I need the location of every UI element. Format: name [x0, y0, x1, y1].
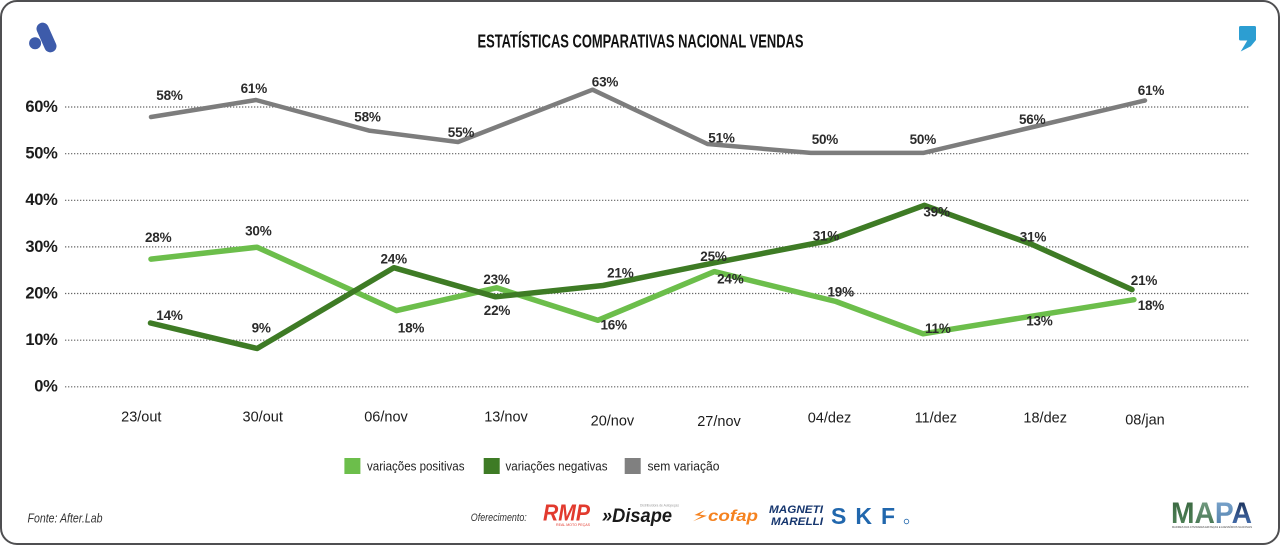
svg-text:MAGNETI: MAGNETI — [769, 504, 824, 516]
svg-text:40%: 40% — [25, 191, 58, 209]
svg-text:58%: 58% — [156, 88, 183, 103]
svg-text:56%: 56% — [1019, 112, 1046, 127]
svg-text:31%: 31% — [813, 229, 840, 244]
svg-text:20/nov: 20/nov — [591, 414, 635, 430]
svg-text:24%: 24% — [380, 251, 407, 266]
svg-text:11/dez: 11/dez — [915, 411, 957, 427]
svg-text:REAL MOTO PEÇAS: REAL MOTO PEÇAS — [556, 522, 590, 527]
svg-text:Distribuidora de Autopeças: Distribuidora de Autopeças — [640, 504, 679, 508]
svg-text:10%: 10% — [25, 331, 58, 349]
svg-text:23/out: 23/out — [121, 410, 161, 426]
svg-text:RMP: RMP — [543, 500, 591, 526]
svg-text:24%: 24% — [717, 271, 744, 286]
svg-text:50%: 50% — [812, 132, 839, 147]
svg-text:ESTATÍSTICAS COMPARATIVAS NACI: ESTATÍSTICAS COMPARATIVAS NACIONAL VENDA… — [478, 31, 804, 52]
svg-text:»Disape: »Disape — [602, 506, 672, 527]
svg-text:13/nov: 13/nov — [484, 410, 528, 426]
svg-text:cofap: cofap — [708, 508, 758, 525]
svg-text:MARELLI: MARELLI — [771, 516, 824, 528]
svg-text:27/nov: 27/nov — [697, 414, 741, 430]
svg-text:SKF: SKF — [831, 503, 901, 529]
svg-text:Fonte: After.Lab: Fonte: After.Lab — [28, 512, 103, 526]
svg-text:61%: 61% — [1138, 83, 1165, 98]
svg-text:14%: 14% — [156, 308, 183, 323]
svg-text:60%: 60% — [25, 98, 58, 116]
svg-text:18%: 18% — [398, 321, 425, 336]
svg-text:21%: 21% — [607, 266, 634, 281]
svg-text:25%: 25% — [700, 249, 727, 264]
svg-text:23%: 23% — [483, 272, 510, 287]
svg-text:30%: 30% — [245, 224, 272, 239]
svg-text:08/jan: 08/jan — [1125, 413, 1165, 429]
svg-text:63%: 63% — [592, 74, 619, 89]
svg-text:20%: 20% — [25, 284, 58, 302]
svg-text:50%: 50% — [25, 145, 58, 163]
svg-text:55%: 55% — [448, 125, 475, 140]
svg-text:04/dez: 04/dez — [808, 411, 852, 427]
svg-text:18/dez: 18/dez — [1023, 411, 1067, 427]
svg-text:MAIORES DAS ATIVIDADES EM PEÇA: MAIORES DAS ATIVIDADES EM PEÇAS E ACESSÓ… — [1172, 524, 1252, 529]
svg-text:61%: 61% — [241, 81, 268, 96]
svg-text:sem variação: sem variação — [648, 460, 720, 474]
svg-text:0%: 0% — [34, 378, 58, 396]
svg-text:21%: 21% — [1131, 273, 1158, 288]
svg-text:28%: 28% — [145, 230, 172, 245]
svg-text:13%: 13% — [1026, 313, 1053, 328]
svg-text:16%: 16% — [600, 318, 627, 333]
svg-text:06/nov: 06/nov — [364, 410, 408, 426]
svg-text:variações negativas: variações negativas — [506, 460, 608, 474]
svg-text:58%: 58% — [354, 109, 381, 124]
svg-text:Oferecimento:: Oferecimento: — [471, 512, 527, 524]
svg-text:9%: 9% — [252, 321, 271, 336]
svg-text:30/out: 30/out — [243, 410, 283, 426]
svg-text:18%: 18% — [1138, 298, 1165, 313]
svg-text:51%: 51% — [708, 131, 735, 146]
svg-text:50%: 50% — [910, 132, 937, 147]
svg-text:variações positivas: variações positivas — [367, 460, 465, 474]
svg-text:19%: 19% — [827, 285, 854, 300]
svg-text:11%: 11% — [925, 321, 951, 336]
svg-text:30%: 30% — [25, 238, 58, 256]
svg-text:MAPA: MAPA — [1171, 497, 1252, 530]
svg-text:39%: 39% — [923, 204, 950, 219]
svg-text:31%: 31% — [1020, 230, 1047, 245]
svg-text:22%: 22% — [484, 303, 511, 318]
